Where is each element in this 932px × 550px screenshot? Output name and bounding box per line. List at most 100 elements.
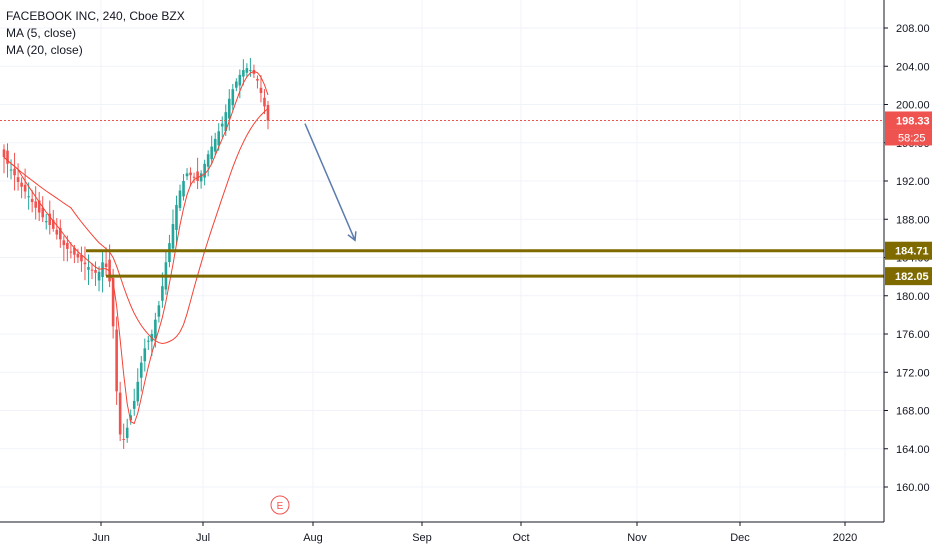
candle-body: [66, 242, 69, 249]
price-tick-label: 172.00: [896, 367, 930, 379]
ma5-legend[interactable]: MA (5, close): [6, 26, 77, 40]
price-tick-label: 160.00: [896, 482, 930, 494]
time-tick-label: Jun: [92, 532, 110, 544]
candle-body: [94, 270, 97, 273]
time-tick-label: Dec: [730, 532, 750, 544]
candle-body: [37, 200, 41, 213]
candle-body: [242, 70, 245, 77]
candle-body: [129, 415, 133, 421]
candle-body: [30, 198, 34, 203]
current-price-label: 198.33: [896, 115, 930, 127]
price-tick-label: 164.00: [896, 444, 930, 456]
candle-body: [101, 262, 104, 278]
candle-body: [171, 224, 175, 249]
candle-body: [249, 70, 252, 72]
candle-body: [175, 204, 178, 230]
level-label: 182.05: [895, 271, 929, 283]
candle-body: [97, 271, 101, 281]
candle-body: [224, 112, 228, 132]
candle-body: [111, 277, 115, 327]
price-tick-label: 176.00: [896, 329, 930, 341]
candle-body: [210, 146, 213, 160]
candle-body: [115, 329, 118, 392]
candle-body: [27, 196, 30, 198]
candle-body: [220, 123, 224, 127]
candle-body: [213, 138, 217, 152]
candle-body: [143, 348, 147, 362]
countdown-badge: [885, 129, 932, 146]
candle-body: [80, 255, 83, 262]
forecast-arrow[interactable]: [304, 123, 357, 242]
candle-body: [199, 173, 203, 182]
candle-body: [235, 81, 238, 88]
candle-body: [20, 182, 23, 187]
candle-body: [122, 438, 125, 440]
candle-body: [104, 263, 108, 268]
candle-body: [9, 169, 13, 171]
candle-body: [203, 163, 206, 178]
candle-body: [139, 362, 143, 378]
chart-legend: FACEBOOK INC, 240, Cboe BZX MA (5, close…: [6, 8, 185, 59]
candle-body: [168, 243, 171, 263]
candle-body: [196, 171, 199, 181]
candle-body: [83, 262, 87, 265]
candle-body: [90, 269, 94, 271]
ma20-legend[interactable]: MA (20, close): [6, 43, 83, 57]
candle-body: [256, 78, 259, 81]
symbol-title[interactable]: FACEBOOK INC, 240, Cboe BZX: [6, 9, 185, 23]
candle-body: [147, 340, 150, 342]
candle-body: [132, 400, 136, 409]
candle-body: [13, 168, 16, 176]
candle-body: [69, 251, 73, 253]
price-tick-label: 208.00: [896, 23, 930, 35]
price-tick-label: 180.00: [896, 291, 930, 303]
candle-body: [161, 286, 164, 301]
candle-body: [263, 97, 266, 107]
candle-body: [2, 149, 6, 158]
candle-body: [51, 220, 55, 229]
candle-body: [118, 392, 122, 435]
candle-body: [178, 190, 182, 208]
grid: [0, 0, 884, 522]
arrow-shaft: [304, 123, 356, 241]
time-tick-label: Oct: [512, 532, 529, 544]
candle-body: [16, 177, 20, 182]
horizontal-levels[interactable]: [86, 249, 884, 278]
price-tick-label: 192.00: [896, 176, 930, 188]
candle-body: [217, 131, 221, 146]
candle-body: [59, 228, 62, 240]
candle-body: [189, 172, 192, 176]
arrow-head: [347, 231, 357, 242]
candle-body: [182, 181, 185, 197]
candle-body: [266, 104, 270, 121]
candle-body: [192, 176, 196, 178]
earnings-marker[interactable]: E: [270, 495, 290, 515]
candle-body: [231, 89, 235, 106]
time-tick-label: 2020: [833, 532, 857, 544]
candle-body: [23, 184, 27, 192]
earnings-marker-label: E: [277, 501, 284, 512]
time-tick-label: Jul: [196, 532, 210, 544]
level-badge: [885, 241, 932, 260]
candle-body: [259, 87, 263, 94]
candle-body: [206, 154, 210, 167]
candle-body: [41, 207, 45, 218]
price-tick-label: 204.00: [896, 61, 930, 73]
candle-body: [125, 427, 129, 439]
candle-body: [136, 381, 140, 402]
price-tick-label: 188.00: [896, 214, 930, 226]
level-badge: [885, 267, 932, 286]
price-axis[interactable]: 208.00204.00200.00196.00192.00188.00184.…: [883, 0, 932, 522]
candle-body: [44, 221, 48, 223]
candle-body: [185, 173, 189, 177]
price-tick-label: 168.00: [896, 406, 930, 418]
candle-body: [62, 240, 66, 246]
candle-body: [245, 68, 249, 73]
candle-body: [238, 74, 242, 86]
current-price-badge: [885, 111, 932, 130]
countdown-label: 58:25: [898, 132, 926, 144]
time-axis[interactable]: Jun Jul Aug Sep Oct Nov Dec 2020: [0, 521, 884, 544]
candle-body: [157, 305, 161, 317]
candle-body: [6, 150, 9, 164]
